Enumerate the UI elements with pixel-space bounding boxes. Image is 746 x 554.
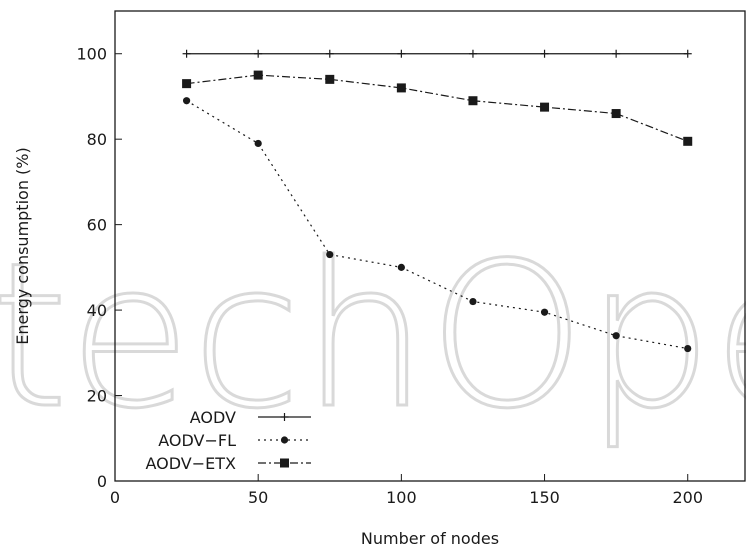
data-point	[469, 297, 477, 306]
x-tick-label: 100	[386, 488, 417, 507]
data-point	[540, 49, 549, 58]
series-1	[182, 97, 692, 353]
legend-label: AODV−ETX	[146, 454, 237, 473]
y-tick-label: 80	[87, 130, 107, 149]
data-point	[468, 96, 478, 106]
legend-label: AODV	[190, 408, 236, 427]
y-axis-ticks: 0 20 40 60 80 100	[76, 45, 122, 491]
data-point	[540, 308, 549, 316]
legend-label: AODV−FL	[158, 431, 236, 450]
y-axis-label: Energy consumption (%)	[13, 147, 32, 344]
data-point	[254, 49, 263, 58]
legend: AODV AODV−FL AODV−ETX	[146, 408, 311, 473]
legend-marker	[280, 436, 289, 444]
data-point	[396, 83, 406, 93]
x-tick-label: 50	[248, 488, 268, 507]
y-tick-label: 60	[87, 216, 107, 235]
legend-marker	[280, 413, 289, 421]
series-layer	[182, 49, 693, 353]
series-0	[182, 49, 692, 58]
data-point	[540, 102, 550, 112]
data-point	[254, 139, 262, 148]
series-2	[182, 70, 693, 146]
data-point	[611, 109, 621, 119]
y-tick-label: 0	[97, 472, 107, 491]
plot-area	[114, 10, 746, 482]
data-point	[325, 74, 335, 84]
data-point	[397, 49, 406, 58]
legend-marker	[280, 458, 289, 468]
x-tick-label: 200	[672, 488, 703, 507]
data-point	[253, 70, 263, 80]
watermark: techOpen	[0, 220, 746, 453]
x-axis-label: Number of nodes	[361, 529, 499, 548]
y-tick-label: 40	[87, 301, 107, 320]
data-point	[683, 136, 693, 146]
data-point	[325, 49, 334, 58]
y-tick-label: 20	[87, 387, 107, 406]
data-point	[612, 49, 621, 58]
x-tick-label: 0	[110, 488, 120, 507]
data-point	[468, 49, 477, 58]
plot-frame	[114, 10, 746, 482]
x-axis-ticks: 0 50 100 150 200	[110, 474, 703, 507]
y-tick-label: 100	[76, 45, 107, 64]
data-point	[326, 250, 334, 259]
data-point	[397, 263, 405, 271]
data-point	[684, 344, 692, 353]
x-tick-label: 150	[529, 488, 560, 507]
series-line	[186, 74, 688, 142]
data-point	[182, 79, 192, 89]
data-point	[612, 332, 620, 340]
data-point	[182, 49, 191, 58]
data-point	[182, 97, 191, 105]
data-point	[683, 49, 692, 58]
